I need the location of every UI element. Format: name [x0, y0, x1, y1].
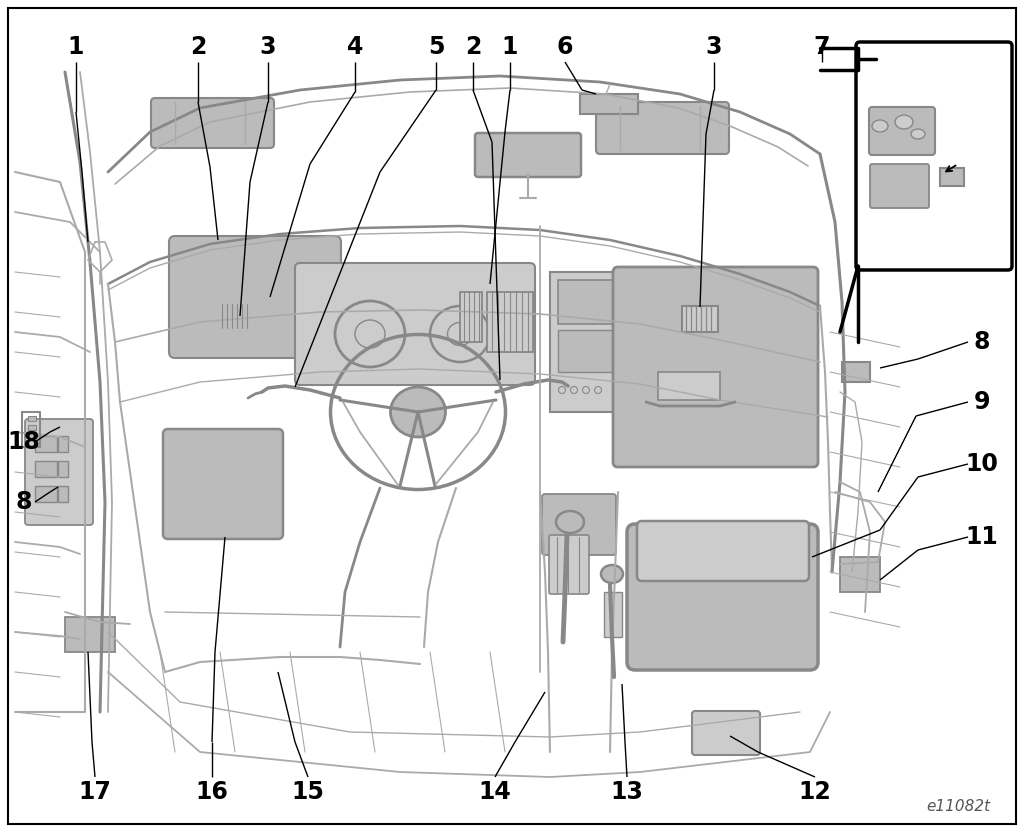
Text: 14: 14	[478, 780, 511, 804]
Text: 13: 13	[610, 780, 643, 804]
Bar	[658, 372, 720, 400]
Bar	[218, 304, 252, 328]
Bar	[35, 461, 57, 477]
Text: 1: 1	[502, 35, 518, 59]
FancyBboxPatch shape	[25, 419, 93, 525]
Ellipse shape	[911, 129, 925, 139]
Bar	[58, 486, 68, 502]
Bar	[604, 592, 622, 637]
FancyBboxPatch shape	[169, 236, 341, 358]
Text: 1: 1	[68, 35, 84, 59]
Bar	[35, 436, 57, 452]
Text: 3: 3	[706, 35, 722, 59]
Bar	[558, 280, 688, 324]
Bar	[487, 292, 534, 352]
Bar	[460, 292, 482, 342]
Text: 8: 8	[974, 330, 990, 354]
FancyBboxPatch shape	[163, 429, 283, 539]
Text: 12: 12	[799, 780, 831, 804]
Bar	[65, 617, 115, 652]
FancyBboxPatch shape	[613, 267, 818, 467]
Bar	[622, 330, 687, 372]
Text: 7: 7	[814, 35, 830, 59]
FancyBboxPatch shape	[869, 107, 935, 155]
FancyBboxPatch shape	[549, 535, 589, 594]
FancyBboxPatch shape	[637, 521, 809, 581]
Ellipse shape	[595, 387, 601, 394]
Ellipse shape	[570, 387, 578, 394]
Text: 6: 6	[557, 35, 573, 59]
FancyBboxPatch shape	[542, 494, 616, 555]
Ellipse shape	[872, 120, 888, 132]
FancyBboxPatch shape	[475, 133, 581, 177]
Text: 17: 17	[79, 780, 112, 804]
Ellipse shape	[895, 115, 913, 129]
Bar	[840, 557, 880, 592]
Text: 2: 2	[465, 35, 481, 59]
FancyBboxPatch shape	[596, 102, 729, 154]
Text: e11082t: e11082t	[926, 799, 990, 814]
Bar	[550, 272, 695, 412]
Bar	[35, 486, 57, 502]
Ellipse shape	[390, 387, 445, 437]
Bar	[58, 436, 68, 452]
Ellipse shape	[558, 387, 565, 394]
Text: 2: 2	[189, 35, 206, 59]
FancyBboxPatch shape	[295, 263, 535, 385]
Bar	[58, 461, 68, 477]
Bar	[558, 330, 620, 372]
Text: 11: 11	[966, 525, 998, 549]
FancyBboxPatch shape	[151, 98, 274, 148]
FancyBboxPatch shape	[627, 524, 818, 670]
Text: 18: 18	[7, 430, 40, 454]
Bar	[28, 425, 36, 430]
Text: 9: 9	[974, 390, 990, 414]
Text: 5: 5	[428, 35, 444, 59]
Text: 15: 15	[292, 780, 325, 804]
Bar	[682, 306, 718, 332]
Bar	[28, 416, 36, 421]
Bar	[842, 362, 870, 382]
Text: 3: 3	[260, 35, 276, 59]
Bar	[940, 168, 964, 186]
Bar	[28, 434, 36, 439]
FancyBboxPatch shape	[692, 711, 760, 755]
Ellipse shape	[601, 565, 623, 583]
Text: 16: 16	[196, 780, 228, 804]
FancyBboxPatch shape	[870, 164, 929, 208]
FancyBboxPatch shape	[856, 42, 1012, 270]
Text: 10: 10	[966, 452, 998, 476]
Ellipse shape	[556, 511, 584, 533]
Text: 4: 4	[347, 35, 364, 59]
Text: 8: 8	[15, 490, 32, 514]
Bar	[580, 94, 638, 114]
Ellipse shape	[583, 387, 590, 394]
